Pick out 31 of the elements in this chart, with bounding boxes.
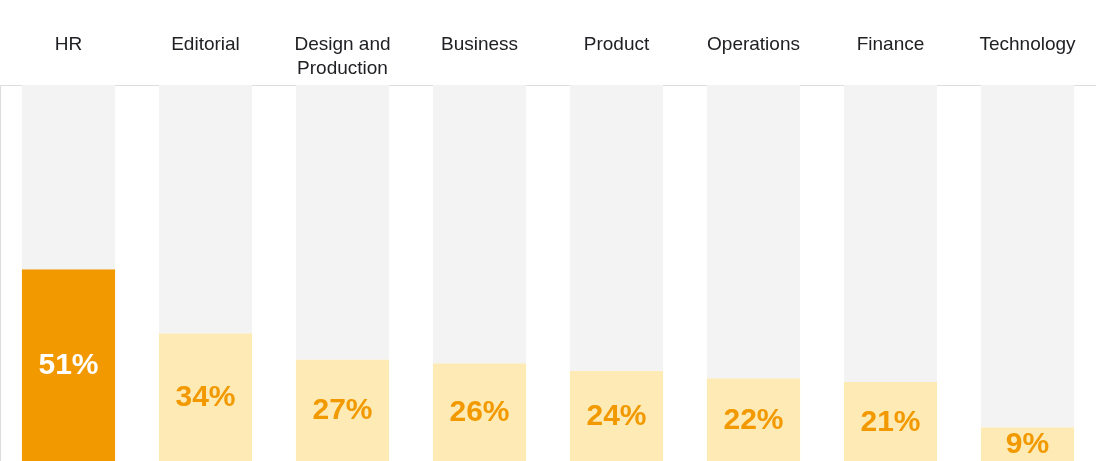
bar bbox=[21, 269, 116, 461]
bar bbox=[843, 382, 938, 461]
bar bbox=[432, 363, 527, 461]
x-tick-label: Design and Production bbox=[294, 32, 391, 78]
data-label: 21% bbox=[860, 403, 921, 437]
x-tick-label: Business bbox=[440, 32, 519, 54]
data-label: 9% bbox=[1005, 426, 1050, 460]
bar bbox=[295, 359, 390, 461]
x-tick-label: Technology bbox=[979, 32, 1077, 54]
bar bbox=[569, 85, 664, 371]
bar bbox=[706, 378, 801, 461]
bar bbox=[432, 85, 527, 364]
data-label: 22% bbox=[723, 401, 784, 435]
x-tick-label: HR bbox=[54, 32, 83, 54]
bar bbox=[980, 85, 1075, 428]
bar bbox=[158, 85, 253, 334]
x-tick-label: Product bbox=[583, 32, 650, 54]
x-tick-label: Editorial bbox=[171, 32, 240, 54]
bar bbox=[843, 85, 938, 383]
data-label: 26% bbox=[449, 394, 510, 428]
bar bbox=[21, 85, 116, 270]
data-label: 24% bbox=[586, 397, 647, 431]
bar bbox=[706, 85, 801, 379]
data-label: 27% bbox=[312, 392, 373, 426]
bar bbox=[295, 85, 390, 360]
x-tick-label: Operations bbox=[707, 32, 800, 54]
bar bbox=[158, 333, 253, 461]
data-label: 34% bbox=[175, 379, 236, 413]
data-label: 51% bbox=[38, 347, 99, 381]
bar bbox=[569, 370, 664, 461]
x-tick-label: Finance bbox=[856, 32, 925, 54]
